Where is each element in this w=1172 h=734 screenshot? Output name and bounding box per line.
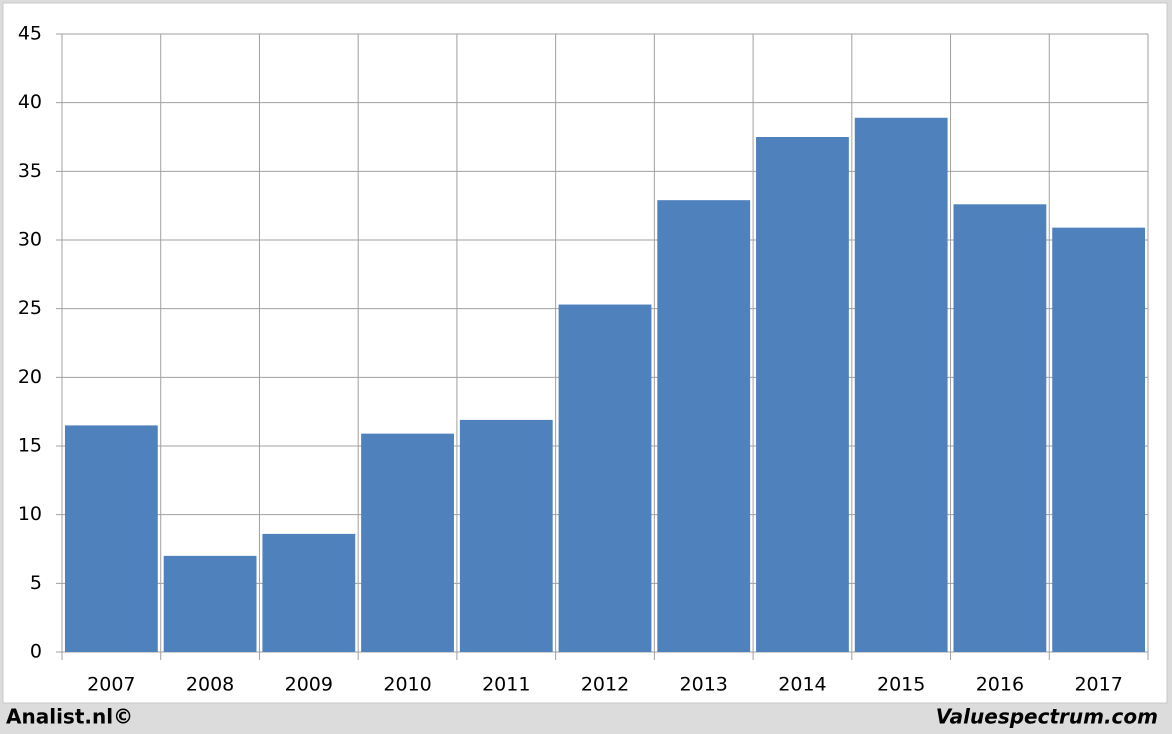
bar	[756, 137, 849, 652]
bar	[854, 117, 948, 653]
bar	[262, 533, 356, 652]
x-tick-label: 2010	[383, 674, 431, 696]
y-tick-label: 0	[30, 641, 42, 663]
y-tick-label: 35	[18, 160, 42, 182]
y-tick-label: 40	[18, 91, 42, 113]
bar	[953, 204, 1047, 652]
bar	[1052, 227, 1146, 652]
footer-left: Analist.nl©	[6, 705, 133, 729]
x-tick-label: 2009	[285, 674, 333, 696]
y-tick-label: 25	[18, 297, 42, 319]
x-tick-label: 2007	[87, 674, 135, 696]
y-tick-label: 30	[18, 229, 42, 251]
x-tick-label: 2015	[877, 674, 925, 696]
bar	[558, 304, 652, 652]
bar	[361, 433, 454, 652]
x-tick-label: 2016	[976, 674, 1024, 696]
x-tick-label: 2008	[186, 674, 234, 696]
x-tick-label: 2013	[680, 674, 728, 696]
y-tick-label: 15	[18, 435, 42, 457]
y-tick-label: 10	[18, 503, 42, 525]
x-tick-label: 2011	[482, 674, 530, 696]
bar	[459, 419, 553, 652]
bar	[64, 425, 158, 652]
x-tick-label: 2014	[778, 674, 826, 696]
y-tick-label: 20	[18, 366, 42, 388]
x-tick-label: 2017	[1074, 674, 1122, 696]
y-tick-label: 45	[18, 23, 42, 45]
bar	[657, 200, 751, 652]
y-tick-label: 5	[30, 572, 42, 594]
x-tick-label: 2012	[581, 674, 629, 696]
bar	[163, 555, 257, 652]
footer-right: Valuespectrum.com	[936, 705, 1158, 729]
